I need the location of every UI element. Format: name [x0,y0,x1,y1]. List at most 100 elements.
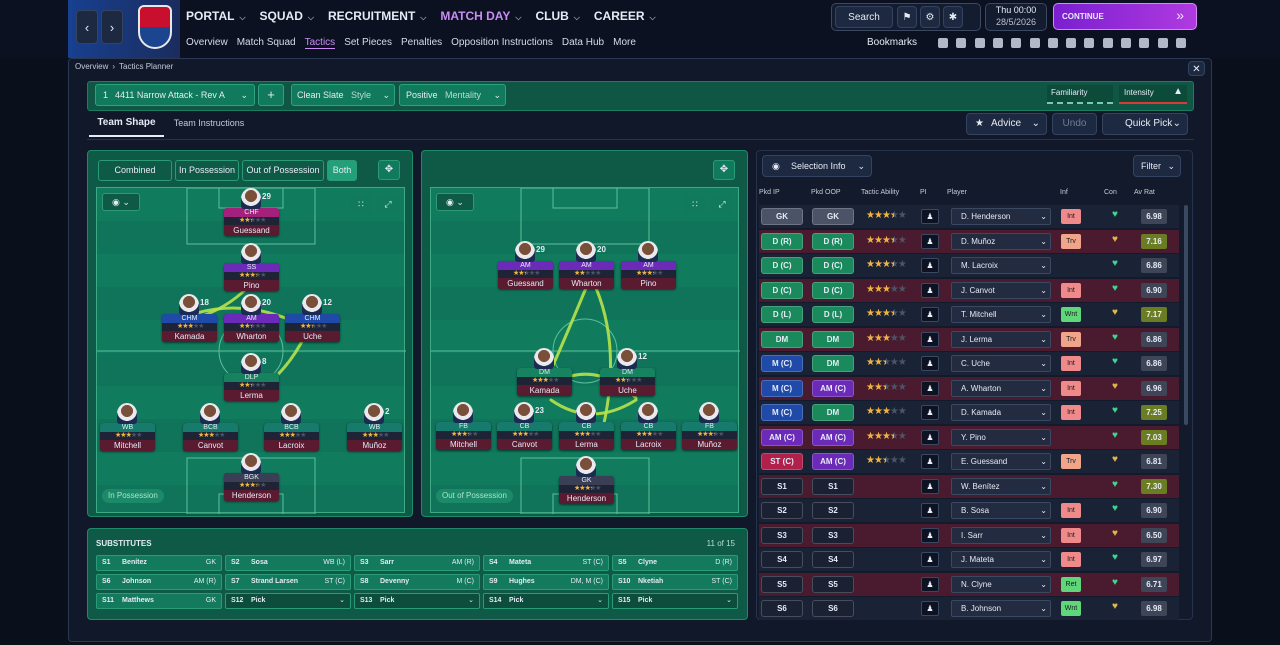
eye-toggle[interactable]: ◉ ⌄ [102,193,140,211]
table-row[interactable]: M (C)AM (C)★★★★★★★★♟A. Wharton⌄Int♥6.96 [759,376,1179,400]
player-card[interactable]: BCB ★ ★ ★ ★ ★ ★ ★★ Lacroix [264,423,319,451]
player-select[interactable]: J. Mateta ⌄ [951,551,1051,568]
quick-icon[interactable] [1175,38,1186,48]
table-row[interactable]: M (C)DM★★★★★★★★♟C. Uche⌄Int♥6.86 [759,352,1179,375]
quick-icon[interactable] [1102,38,1113,48]
player-select[interactable]: W. Benítez ⌄ [951,477,1051,495]
nav-item[interactable]: CLUB ⌵ [535,9,580,23]
pi-button[interactable]: ♟ [921,503,939,518]
player-select[interactable]: N. Clyne ⌄ [951,575,1051,593]
familiarity[interactable]: Familiarity [1047,85,1113,104]
continue-button[interactable]: CONTINUE » [1053,3,1197,30]
mentality-select[interactable]: Positive Mentality ⌄ [399,84,506,106]
player-card[interactable]: SS★★★★★★★★★Pino [224,263,279,291]
table-row[interactable]: S3 S3 ♟ I. Sarr ⌄ Int ♥ 6.50 [759,523,1179,547]
substitute-slot[interactable]: S7 Strand Larsen ST (C) [225,574,351,590]
player-select[interactable]: E. Guessand ⌄ [951,453,1051,470]
substitute-slot[interactable]: S10 Nketiah ST (C) [612,574,738,590]
pi-button[interactable]: ♟ [921,527,939,543]
player-card[interactable]: WB ★ ★ ★ ★ ★ ★ ★★ Muñoz [347,423,402,451]
player-card[interactable]: AM★★★★★★★★★Pino [621,261,676,289]
pi-button[interactable]: ♟ [921,454,939,469]
player-card[interactable]: CHM★★★★★★★★Uche [285,314,340,342]
breadcrumb-item[interactable]: Overview [75,62,109,71]
sub-nav-item[interactable]: Data Hub [561,37,605,48]
table-row[interactable]: S1 S1 ♟ W. Benítez ⌄ ♥ 7.30 [759,474,1179,498]
player-select[interactable]: M. Lacroix ⌄ [951,257,1051,274]
nav-item[interactable]: SQUAD ⌵ [259,9,314,23]
position-badge[interactable]: D (R) [761,232,803,250]
substitute-slot[interactable]: S4 Mateta ST (C) [483,555,609,571]
substitute-slot[interactable]: S8 Devenny M (C) [354,574,480,590]
pi-button[interactable]: ♟ [921,209,939,224]
position-badge[interactable]: DM [761,330,803,348]
pitch-tool[interactable]: ∷ [350,194,372,214]
pitch-tool[interactable]: ∷ [684,194,706,214]
tactic-select[interactable]: 1 4411 Narrow Attack - Rev A ⌄ [95,84,255,106]
pi-button[interactable]: ♟ [921,552,939,567]
position-badge[interactable]: D (C) [812,281,854,299]
sub-nav-item[interactable]: More [613,37,636,48]
position-badge[interactable]: S4 [761,551,803,568]
style-select[interactable]: Clean Slate Style ⌄ [291,84,395,106]
table-row[interactable]: S2 S2 ♟ B. Sosa ⌄ Int ♥ 6.90 [759,499,1179,522]
position-badge[interactable]: D (C) [761,281,803,299]
position-badge[interactable]: DM [812,404,854,421]
player-select[interactable]: D. Muñoz ⌄ [951,232,1051,250]
position-badge[interactable]: GK [761,208,803,225]
position-badge[interactable]: ST (C) [761,453,803,470]
quick-icon[interactable] [956,38,967,48]
icon-button[interactable]: ⚑ [897,6,917,28]
player-card[interactable]: CB ★ ★ ★ ★ ★ ★ ★★ Lacroix [621,422,676,450]
position-badge[interactable]: S2 [761,502,803,519]
back-button[interactable]: ‹ [76,10,98,44]
player-card[interactable]: FB★★★★★★★★★Muñoz [682,422,737,450]
position-badge[interactable]: S4 [812,551,854,568]
table-row[interactable]: D (R)D (R)★★★★★★★★★♟D. Muñoz⌄Trv♥7.16 [759,229,1179,253]
pi-button[interactable]: ♟ [921,576,939,592]
player-select[interactable]: C. Uche ⌄ [951,355,1051,372]
eye-toggle[interactable]: ◉ ⌄ [436,193,474,211]
position-badge[interactable]: S5 [761,575,803,593]
view-toggle[interactable]: In Possession [175,160,239,181]
tab-active[interactable]: Team Shape [89,113,164,137]
pitch-menu[interactable]: ✥ [378,160,400,180]
player-select[interactable]: J. Canvot ⌄ [951,281,1051,299]
close-button[interactable]: ✕ [1188,61,1205,76]
pitch-menu[interactable]: ✥ [713,160,735,180]
player-card[interactable]: CB ★ ★ ★ ★ ★ ★ ★★ Lerma [559,422,614,450]
sub-nav-item[interactable]: Set Pieces [344,37,392,48]
quick-icon[interactable] [1029,38,1040,48]
view-toggle[interactable]: Both [327,160,357,181]
sub-nav-item[interactable]: Penalties [401,37,443,48]
pi-button[interactable]: ♟ [921,282,939,298]
table-row[interactable]: M (C) DM ★ ★ ★ ★ ★ ★ ★★ ♟ D. Kamada ⌄ Int ♥ 7.25 [759,401,1179,424]
pi-button[interactable]: ♟ [921,405,939,420]
table-row[interactable]: S4 S4 ♟ J. Mateta ⌄ Int ♥ 6.97 [759,548,1179,571]
sub-nav-item[interactable]: Overview [186,37,228,48]
position-badge[interactable]: S5 [812,575,854,593]
quick-icon[interactable] [1121,38,1131,48]
sub-nav-item[interactable]: Opposition Instructions [451,37,553,48]
position-badge[interactable]: AM (C) [812,428,854,446]
substitute-slot[interactable]: S1 Benítez GK [96,555,222,571]
advice-button[interactable]: ★ Advice ⌄ [966,113,1047,135]
position-badge[interactable]: D (R) [812,232,854,250]
quick-icon[interactable] [1084,38,1095,48]
nav-item[interactable]: RECRUITMENT ⌵ [327,9,427,23]
player-card[interactable]: AM★★★★★★★★Guessand [498,261,553,289]
pi-button[interactable]: ♟ [921,307,939,322]
selection-info-button[interactable]: ◉ Selection Info ⌄ [762,155,872,177]
pitch-tool[interactable]: ⤢ [711,194,733,214]
pi-button[interactable]: ♟ [921,601,939,616]
position-badge[interactable]: DM [812,355,854,372]
quick-icon[interactable] [992,38,1003,48]
quick-icon[interactable] [974,38,985,48]
pi-button[interactable]: ♟ [921,429,939,445]
player-select[interactable]: T. Mitchell ⌄ [951,306,1051,323]
sub-nav-item[interactable]: Match Squad [236,37,296,48]
position-badge[interactable]: D (L) [761,306,803,323]
quick-icon[interactable] [1047,38,1058,48]
position-badge[interactable]: M (C) [761,355,803,372]
forward-button[interactable]: › [101,10,123,44]
